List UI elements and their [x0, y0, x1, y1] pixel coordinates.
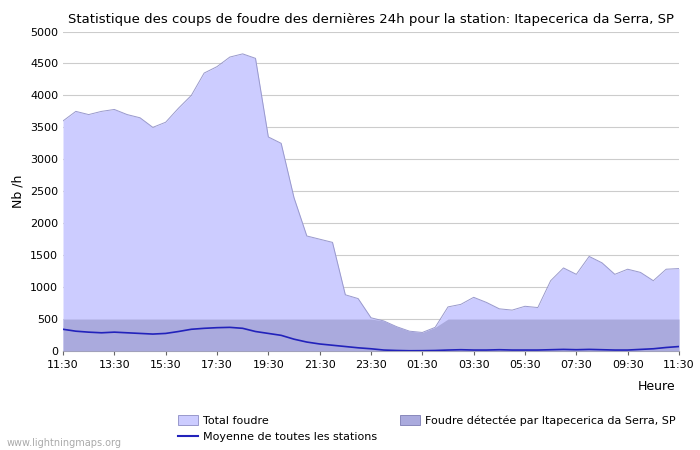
- Text: www.lightningmaps.org: www.lightningmaps.org: [7, 438, 122, 448]
- Legend: Total foudre, Moyenne de toutes les stations, Foudre détectée par Itapecerica da: Total foudre, Moyenne de toutes les stat…: [174, 411, 680, 446]
- Text: Heure: Heure: [638, 380, 676, 393]
- Y-axis label: Nb /h: Nb /h: [11, 175, 25, 208]
- Title: Statistique des coups de foudre des dernières 24h pour la station: Itapecerica d: Statistique des coups de foudre des dern…: [68, 13, 674, 26]
